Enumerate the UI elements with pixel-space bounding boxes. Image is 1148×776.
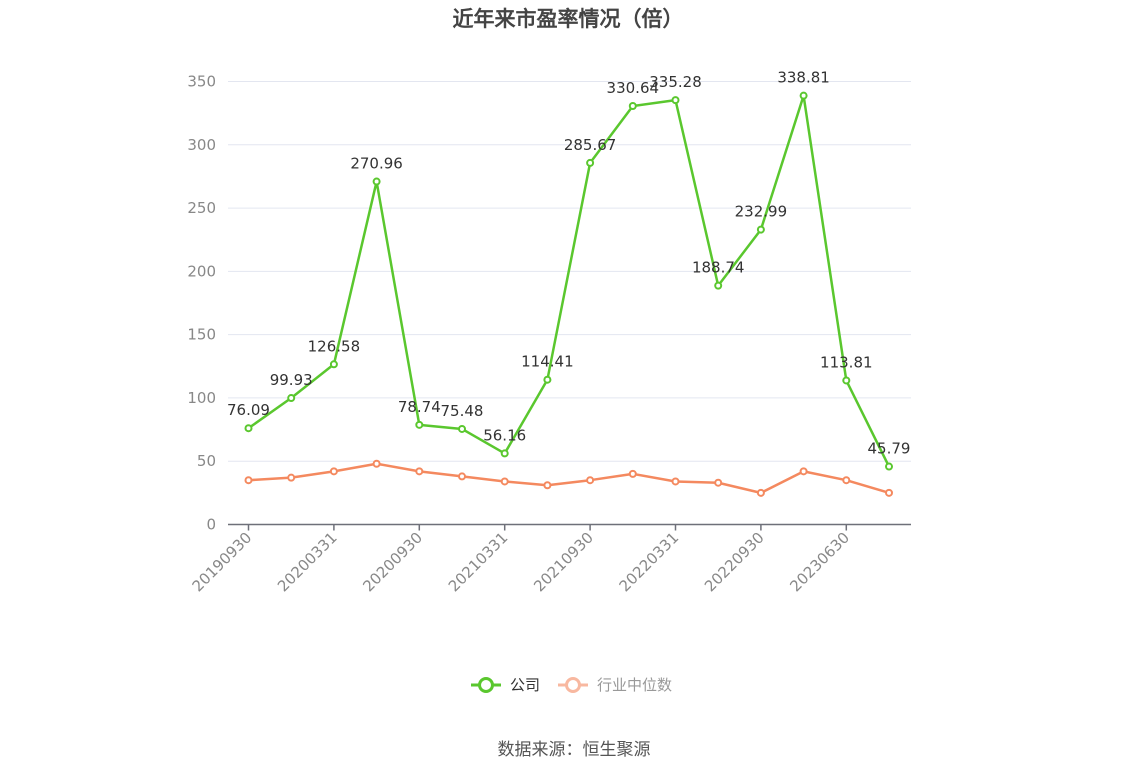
data-point[interactable] [543,375,552,384]
x-tick-label: 20230630 [786,529,853,596]
x-tick-label: 20210930 [530,529,597,596]
data-point[interactable] [500,449,509,458]
data-label: 335.28 [649,73,702,91]
data-point[interactable] [714,478,723,487]
legend-label-industry: 行业中位数 [597,676,672,694]
data-label: 114.41 [521,353,574,371]
data-point[interactable] [714,281,723,290]
data-point[interactable] [586,158,595,167]
y-tick-label: 250 [187,199,216,217]
series-line-1 [248,462,890,495]
data-label: 76.09 [227,401,270,419]
data-label: 113.81 [820,353,873,371]
data-label: 232.99 [735,203,788,221]
x-tick-label: 20220930 [701,529,768,596]
data-point[interactable] [543,481,552,490]
data-point[interactable] [885,488,893,497]
data-point[interactable] [756,225,765,234]
y-tick-label: 150 [187,326,216,344]
data-point[interactable] [287,394,296,403]
chart-title: 近年来市盈率情况（倍） [453,7,684,31]
x-tick-label: 20210331 [445,529,512,596]
data-point[interactable] [500,477,509,486]
data-point[interactable] [287,473,296,482]
data-point[interactable] [329,467,338,476]
data-point[interactable] [458,424,466,433]
data-point[interactable] [329,360,338,369]
data-label: 56.16 [483,426,526,444]
data-label: 75.48 [441,402,484,420]
legend-label-company: 公司 [510,676,540,694]
legend-item-company[interactable]: 公司 [471,676,540,694]
data-label: 99.93 [270,371,313,389]
data-label: 330.64 [607,79,660,97]
series-lines [244,91,893,497]
data-label: 270.96 [350,155,403,173]
legend-marker-company [478,677,494,693]
legend: 公司 行业中位数 [471,676,672,694]
data-point[interactable] [842,376,851,385]
data-point[interactable] [756,488,765,497]
data-point[interactable] [628,102,637,111]
series-line-0 [247,94,891,468]
data-point[interactable] [458,472,466,481]
data-label: 78.74 [398,398,441,416]
data-point[interactable] [799,91,808,100]
data-point[interactable] [671,96,680,105]
data-label: 188.74 [692,259,745,277]
data-point[interactable] [372,459,381,468]
legend-marker-industry [565,677,581,693]
data-point[interactable] [799,467,808,476]
data-label: 285.67 [564,136,617,154]
data-point[interactable] [842,476,851,485]
data-point[interactable] [885,462,893,471]
data-label: 126.58 [308,337,361,355]
data-label: 45.79 [868,440,911,458]
legend-item-industry[interactable]: 行业中位数 [558,676,672,694]
y-axis: 0 50 100 150 200 250 300 350 [187,73,216,534]
x-tick-label: 20200331 [274,529,341,596]
data-point[interactable] [244,476,253,485]
x-axis: 20190930 20200331 20200930 20210331 20210930… [189,523,911,596]
data-point[interactable] [372,177,381,186]
x-tick-label: 20200930 [359,529,426,596]
source-note: 数据来源：恒生聚源 [498,740,651,760]
data-label: 338.81 [777,69,830,87]
data-point[interactable] [671,477,680,486]
data-point[interactable] [415,467,424,476]
x-tick-label: 20220331 [616,529,683,596]
y-tick-label: 0 [206,516,216,534]
data-point[interactable] [415,420,424,429]
y-tick-label: 100 [187,389,216,407]
data-point[interactable] [244,424,253,433]
y-tick-label: 200 [187,262,216,280]
y-tick-label: 50 [197,452,216,470]
data-point[interactable] [586,476,595,485]
x-tick-label: 20190930 [189,529,256,596]
y-tick-label: 350 [187,73,216,91]
data-point[interactable] [628,469,637,478]
y-tick-label: 300 [187,136,216,154]
